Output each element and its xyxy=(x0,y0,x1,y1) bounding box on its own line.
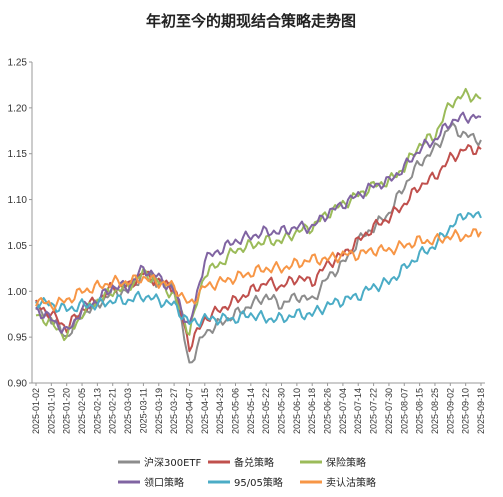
legend-label: 卖认沽策略 xyxy=(326,476,376,489)
x-tick-label: 2025-08-15 xyxy=(415,388,425,434)
y-tick-label: 1.20 xyxy=(8,103,28,114)
series-line xyxy=(35,111,482,334)
y-tick-label: 1.05 xyxy=(8,241,28,252)
x-tick-label: 2025-05-30 xyxy=(277,388,287,434)
legend-label: 95/05策略 xyxy=(234,476,283,489)
y-tick-label: 1.10 xyxy=(8,195,28,206)
series-lines xyxy=(35,87,482,364)
x-tick-label: 2025-09-10 xyxy=(461,388,471,434)
series-line xyxy=(35,228,482,312)
x-tick-labels: 2025-01-02 2025-01-10 2025-01-20 2025-02-05… xyxy=(31,383,486,434)
x-tick-label: 2025-06-10 xyxy=(292,388,302,434)
x-tick-label: 2025-07-14 xyxy=(353,388,363,434)
chart-title: 年初至今的期现结合策略走势图 xyxy=(146,12,356,30)
x-tick-label: 2025-07-22 xyxy=(369,388,379,434)
legend-label: 保险策略 xyxy=(326,456,366,469)
x-tick-label: 2025-04-15 xyxy=(200,388,210,434)
x-tick-label: 2025-08-25 xyxy=(430,388,440,434)
x-tick-label: 2025-01-10 xyxy=(46,388,56,434)
x-tick-label: 2025-07-30 xyxy=(384,388,394,434)
x-tick-label: 2025-09-02 xyxy=(445,388,455,434)
series-line xyxy=(35,211,482,328)
x-tick-label: 2025-03-03 xyxy=(123,388,133,434)
x-tick-label: 2025-05-22 xyxy=(261,388,271,434)
legend-label: 领口策略 xyxy=(144,476,184,489)
legend-label: 备兑策略 xyxy=(234,456,274,469)
x-tick-label: 2025-09-18 xyxy=(476,388,486,434)
x-tick-label: 2025-01-20 xyxy=(62,388,72,434)
x-tick-label: 2025-03-11 xyxy=(138,388,148,433)
y-tick-label: 1.00 xyxy=(8,287,28,298)
x-tick-label: 2025-05-06 xyxy=(230,388,240,434)
x-tick-label: 2025-05-14 xyxy=(246,388,256,434)
x-tick-label: 2025-06-26 xyxy=(323,388,333,434)
x-tick-label: 2025-02-05 xyxy=(77,388,87,434)
series-line xyxy=(35,87,482,342)
y-tick-label: 1.25 xyxy=(8,58,28,69)
y-tick-label: 0.90 xyxy=(8,379,28,390)
x-tick-label: 2025-08-07 xyxy=(399,388,409,434)
x-tick-label: 2025-04-23 xyxy=(215,388,225,434)
legend-label: 沪深300ETF xyxy=(144,456,202,469)
x-tick-label: 2025-06-18 xyxy=(307,388,317,434)
x-tick-label: 2025-01-02 xyxy=(31,388,41,434)
x-tick-label: 2025-07-04 xyxy=(338,388,348,434)
y-tick-label: 1.15 xyxy=(8,149,28,160)
x-tick-label: 2025-02-21 xyxy=(108,388,118,434)
x-tick-label: 2025-02-13 xyxy=(92,388,102,434)
y-tick-labels: 0.90 0.95 1.00 1.05 1.10 1.15 1.20 1.25 xyxy=(8,58,32,390)
series-line xyxy=(35,144,482,353)
x-tick-label: 2025-03-27 xyxy=(169,388,179,434)
x-tick-label: 2025-03-19 xyxy=(154,388,164,434)
x-tick-label: 2025-04-07 xyxy=(184,388,194,434)
y-tick-label: 0.95 xyxy=(8,333,28,344)
